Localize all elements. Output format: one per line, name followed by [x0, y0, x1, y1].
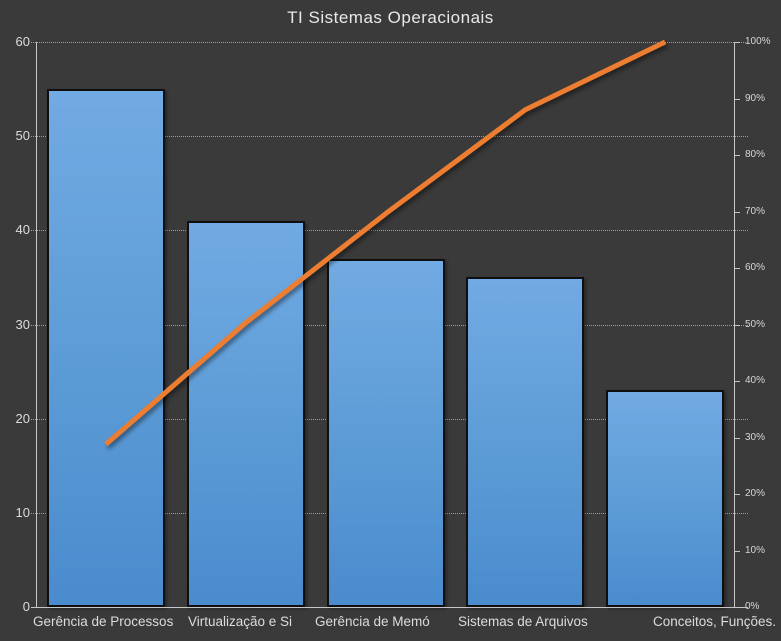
cumulative-line — [104, 39, 667, 447]
gridline-50 — [31, 136, 748, 138]
left-axis-tick-label: 0 — [22, 599, 30, 614]
left-axis-line — [36, 42, 37, 607]
right-axis-tick-label: 10% — [745, 544, 766, 556]
right-axis-tick — [735, 550, 740, 552]
right-axis-tick — [735, 607, 740, 608]
chart-title: TI Sistemas Operacionais — [287, 8, 494, 27]
bar-conceitos-fun-es — [606, 390, 725, 607]
left-axis-tick-label: 20 — [15, 410, 30, 426]
category-label: Sistemas de Arquivos — [458, 614, 588, 629]
bottom-axis-line — [31, 607, 748, 608]
bar-sistemas-de-arquivos — [466, 277, 585, 607]
right-axis-tick-label: 50% — [745, 318, 766, 330]
plot-area — [31, 39, 748, 608]
left-axis-tick-label: 60 — [15, 34, 30, 49]
cumulative-line-path — [104, 39, 667, 447]
right-axis-tick-label: 60% — [745, 262, 766, 273]
right-axis-tick-label: 30% — [745, 431, 766, 443]
category-label: Virtualização e Si — [188, 614, 293, 629]
right-axis-tick — [735, 98, 740, 100]
right-axis-tick-label: 40% — [745, 375, 766, 386]
left-axis-tick-label: 10 — [15, 504, 30, 520]
right-axis-tick — [735, 211, 740, 213]
left-axis-tick-label: 40 — [15, 222, 30, 238]
right-axis-tick-label: 70% — [745, 205, 766, 217]
left-axis-tick-label: 50 — [15, 128, 30, 144]
left-axis-tick-label: 30 — [15, 316, 30, 332]
category-label: Conceitos, Funções. — [653, 614, 777, 629]
gridline-60 — [31, 42, 748, 43]
right-axis-tick-label: 90% — [745, 92, 766, 104]
right-axis-tick — [735, 381, 740, 382]
right-axis-tick — [735, 324, 740, 326]
right-axis-tick-label: 0% — [745, 601, 760, 612]
right-axis-tick — [735, 42, 740, 43]
right-axis-tick — [735, 155, 740, 156]
right-axis-tick-label: 80% — [745, 149, 766, 160]
gridline-40 — [31, 230, 748, 232]
right-axis-tick — [735, 437, 740, 439]
bar-ger-ncia-de-mem — [326, 258, 445, 607]
category-label: Gerência de Processos — [33, 614, 174, 629]
category-label: Gerência de Memó — [315, 614, 430, 629]
right-axis-tick-label: 100% — [745, 36, 771, 47]
right-axis-tick — [735, 268, 740, 269]
bar-ger-ncia-de-processos — [46, 89, 165, 607]
right-axis-line — [734, 42, 735, 607]
bar-virtualiza-o-e-si — [186, 220, 305, 607]
right-axis-tick-label: 20% — [745, 488, 766, 499]
right-axis-tick — [735, 494, 740, 495]
